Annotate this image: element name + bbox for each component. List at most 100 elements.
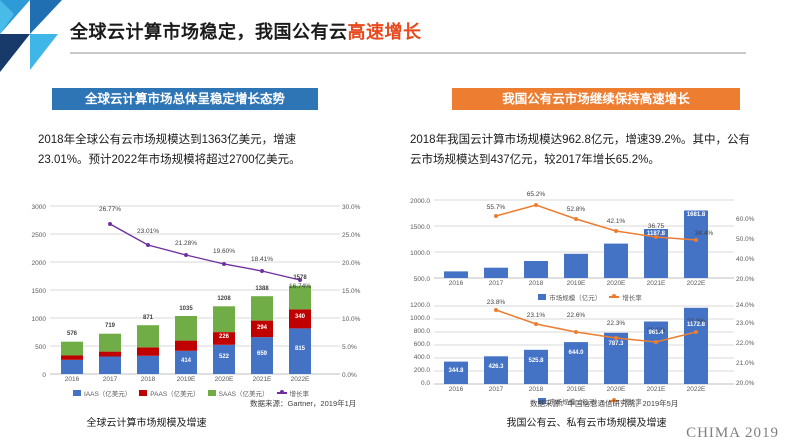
page-title: 全球云计算市场稳定，我国公有云高速增长 xyxy=(70,18,770,54)
left-source: 数据来源：Gartner，2019年1月 xyxy=(250,399,357,408)
pc-cat-2016: 2016 xyxy=(448,280,464,287)
iaas-label-2022: 815 xyxy=(294,346,305,352)
iaas-label-2019: 414 xyxy=(180,358,191,364)
private-cloud-legend: 市场规模（亿元） 增长率 xyxy=(440,396,740,406)
pv-cat-2020: 2020E xyxy=(606,386,626,393)
pv-y2-tick-22: 22.0% xyxy=(736,340,755,347)
y2-tick-5: 5.0% xyxy=(342,344,357,351)
right-caption: 我国公有云、私有云市场规模及增速 xyxy=(506,418,667,429)
decorative-corner xyxy=(0,0,62,72)
pc-growth-2022: 34.4% xyxy=(694,230,714,237)
pc-bar-label-2022: 1681.8 xyxy=(686,212,706,218)
chart-global-cloud-market: 0 500 1000 1500 2000 2500 3000 0.0% 5.0%… xyxy=(20,186,380,398)
pv-y-tick-0: 0.0 xyxy=(420,380,430,387)
chart-china-private-cloud: 0.0 200.0 400.0 600.0 800.0 1000.0 1200.… xyxy=(400,296,780,406)
pv-y2-tick-24: 24.0% xyxy=(736,302,755,309)
pc-y2-tick-40: 50.0% xyxy=(736,236,755,243)
pc-growth-2019: 52.8% xyxy=(566,206,586,213)
pv-cat-2021: 2021E xyxy=(646,386,666,393)
total-2022: 1578 xyxy=(293,275,307,281)
iaas-label-2020: 522 xyxy=(218,354,229,360)
pv-growth-2021: 22.1% xyxy=(646,327,666,334)
y2-tick-30: 30.0% xyxy=(342,204,361,211)
legend-pc-growth: 增长率 xyxy=(609,292,642,302)
pc-cat-2019: 2019E xyxy=(566,280,586,287)
growth-label-2022: 16.74% xyxy=(288,283,312,290)
pv-bar-label-2022: 1172.8 xyxy=(686,322,706,328)
pc-bar-label-2021: 1187.8 xyxy=(646,231,666,237)
total-2021: 1388 xyxy=(255,286,269,292)
pv-cat-2016: 2016 xyxy=(448,386,464,393)
legend-saas: SAAS（亿美元） xyxy=(207,388,269,398)
pc-growth-2017: 55.7% xyxy=(486,204,506,211)
pv-bar-label-2018: 525.8 xyxy=(528,358,544,364)
legend-pc-size: 市场规模（亿元） xyxy=(538,292,601,302)
growth-label-2021: 18.41% xyxy=(250,256,274,263)
pv-y-tick-800: 800.0 xyxy=(413,328,430,335)
y-tick-2500: 2500 xyxy=(31,232,46,239)
growth-label-2019: 21.28% xyxy=(174,240,198,247)
total-2017: 719 xyxy=(104,323,115,329)
pc-growth-2020: 42.1% xyxy=(606,218,626,225)
pc-growth-2018: 65.2% xyxy=(526,191,546,198)
pc-cat-2022: 2022E xyxy=(686,280,706,287)
legend-growth: 增长率 xyxy=(276,388,310,398)
cat-2018: 2018 xyxy=(140,376,156,383)
y2-tick-0: 0.0% xyxy=(342,372,357,379)
pc-y-tick-0: 500.0 xyxy=(413,276,430,283)
pv-bar-label-2019: 644.0 xyxy=(568,350,584,356)
pv-y-tick-400: 400.0 xyxy=(413,354,430,361)
pv-bar-label-2016: 344.8 xyxy=(448,368,464,374)
pv-growth-2020: 22.3% xyxy=(606,320,626,327)
legend-iaas-label: IAAS（亿美元） xyxy=(83,391,132,398)
total-2019: 1035 xyxy=(179,306,193,312)
pc-y-tick-1500: 2000.0 xyxy=(410,198,430,205)
y-tick-3000: 3000 xyxy=(31,204,46,211)
left-chart-legend: IAAS（亿美元） PAAS（亿美元） SAAS（亿美元） 增长率 xyxy=(36,388,346,398)
pc-cat-2020: 2020E xyxy=(606,280,626,287)
pc-y-tick-1000: 1500.0 xyxy=(410,224,430,231)
pc-y2-tick-20: 40.0% xyxy=(736,256,755,263)
y-tick-0: 0 xyxy=(42,372,46,379)
y2-tick-10: 10.0% xyxy=(342,316,361,323)
legend-growth-label: 增长率 xyxy=(289,391,310,398)
iaas-label-2021: 659 xyxy=(256,351,267,357)
pv-growth-2022: 22.3% xyxy=(686,318,706,325)
pv-bar-label-2020: 787.3 xyxy=(608,341,624,347)
pc-y2-tick-60: 60.0% xyxy=(736,216,755,223)
right-panel-header: 我国公有云市场继续保持高速增长 xyxy=(452,88,740,110)
y2-tick-15: 15.0% xyxy=(342,288,361,295)
pv-y2-tick-20: 20.0% xyxy=(736,380,755,387)
legend-pv-growth-label: 增长率 xyxy=(622,399,642,406)
pv-growth-2019: 22.6% xyxy=(566,312,586,319)
y2-tick-20: 20.0% xyxy=(342,260,361,267)
footer-brand: CHIMA 2019 xyxy=(686,425,779,441)
pc-cat-2021: 2021E xyxy=(646,280,666,287)
growth-label-2020: 19.60% xyxy=(212,248,236,255)
legend-pc-growth-label: 增长率 xyxy=(622,295,642,302)
pv-growth-2018: 23.1% xyxy=(526,312,546,319)
cat-2016: 2016 xyxy=(64,376,80,383)
pv-y-tick-1200: 1200.0 xyxy=(410,302,430,309)
left-chart-svg xyxy=(50,205,340,375)
pv-bar-label-2017: 426.3 xyxy=(488,364,504,370)
left-panel-header: 全球云计算市场总体呈稳定增长态势 xyxy=(52,88,318,110)
total-2016: 576 xyxy=(66,331,77,337)
pv-cat-2017: 2017 xyxy=(488,386,504,393)
left-paragraph: 2018年全球公有云市场规模达到1363亿美元，增速23.01%。预计2022年… xyxy=(38,134,301,166)
pv-cat-2022: 2022E xyxy=(686,386,706,393)
pv-y2-tick-23: 23.0% xyxy=(736,320,755,327)
pc-y2-tick-0: 20.0% xyxy=(736,276,755,283)
growth-label-2017: 26.77% xyxy=(98,206,122,213)
y2-tick-25: 25.0% xyxy=(342,232,361,239)
private-cloud-svg xyxy=(434,305,734,385)
y-tick-2000: 2000 xyxy=(31,260,46,267)
cat-2021: 2021E xyxy=(252,376,272,383)
legend-pv-size: 市场规模（亿元） xyxy=(538,396,601,406)
total-2020: 1208 xyxy=(217,296,231,302)
pc-cat-2017: 2017 xyxy=(488,280,504,287)
public-cloud-svg xyxy=(434,199,734,279)
pv-y-tick-600: 600.0 xyxy=(413,341,430,348)
chart-china-public-cloud: 500.0 1000.0 1500.0 2000.0 20.0% 40.0% 5… xyxy=(400,186,780,302)
